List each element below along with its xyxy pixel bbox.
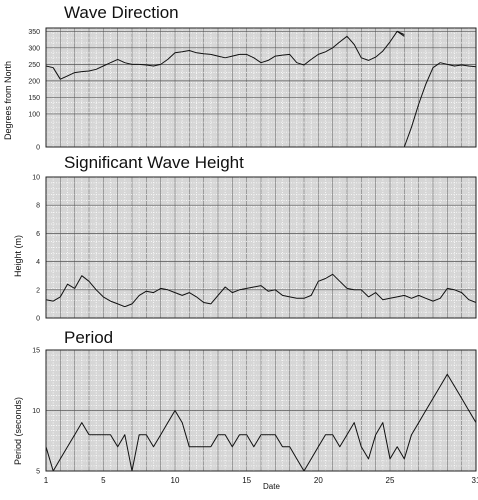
wave-direction-panel: Wave Direction Degrees from North 0 100 15… (3, 3, 477, 152)
wave-height-plot-frame (45, 176, 477, 319)
y-tick-label: 100 (28, 111, 40, 118)
y-tick-label: 10 (32, 175, 40, 182)
wave-direction-plot-frame (45, 27, 477, 148)
series-line (45, 30, 405, 80)
y-tick-label: 15 (32, 348, 40, 355)
wave-height-panel: Significant Wave Height Height (m) 0 2 4 6 8… (13, 153, 477, 323)
x-tick-label: 15 (242, 476, 251, 485)
wave-direction-title: Wave Direction (64, 3, 179, 22)
x-tick-label: 25 (386, 476, 395, 485)
y-tick-label: 8 (36, 203, 40, 210)
series-line-segment (396, 30, 405, 37)
y-tick-label: 2 (36, 287, 40, 294)
series-line (45, 273, 477, 308)
wave-direction-series (45, 30, 477, 148)
period-xticks: 151015202531 (44, 476, 478, 485)
y-tick-label: 4 (36, 259, 40, 266)
wave-height-ylabel: Height (m) (13, 235, 23, 277)
period-ylabel: Period (seconds) (13, 397, 23, 465)
x-tick-label: 10 (171, 476, 180, 485)
x-tick-label: 5 (101, 476, 106, 485)
period-xlabel: Date (263, 482, 280, 491)
y-tick-label: 0 (36, 316, 40, 323)
period-yticks: 5 10 15 (32, 348, 40, 476)
wave-height-title: Significant Wave Height (64, 153, 244, 172)
x-tick-label: 20 (314, 476, 323, 485)
wave-height-series (45, 273, 477, 308)
wave-direction-yticks: 0 100 150 200 250 300 350 (28, 29, 40, 152)
wave-direction-ylabel: Degrees from North (3, 61, 13, 140)
period-grid (45, 349, 477, 472)
period-plot-frame (45, 349, 477, 472)
y-tick-label: 5 (36, 469, 40, 476)
wave-height-yticks: 0 2 4 6 8 10 (32, 175, 40, 323)
series-line (45, 373, 477, 472)
x-tick-label: 1 (44, 476, 49, 485)
wave-height-grid (45, 176, 477, 319)
y-tick-label: 0 (36, 145, 40, 152)
y-tick-label: 200 (28, 78, 40, 85)
period-title: Period (64, 328, 113, 347)
series-line-segment (403, 62, 477, 148)
period-series (45, 373, 477, 472)
x-tick-label: 31 (472, 476, 478, 485)
y-tick-label: 350 (28, 29, 40, 36)
y-tick-label: 250 (28, 62, 40, 69)
y-tick-label: 300 (28, 45, 40, 52)
y-tick-label: 10 (32, 408, 40, 415)
y-tick-label: 6 (36, 231, 40, 238)
y-tick-label: 150 (28, 95, 40, 102)
